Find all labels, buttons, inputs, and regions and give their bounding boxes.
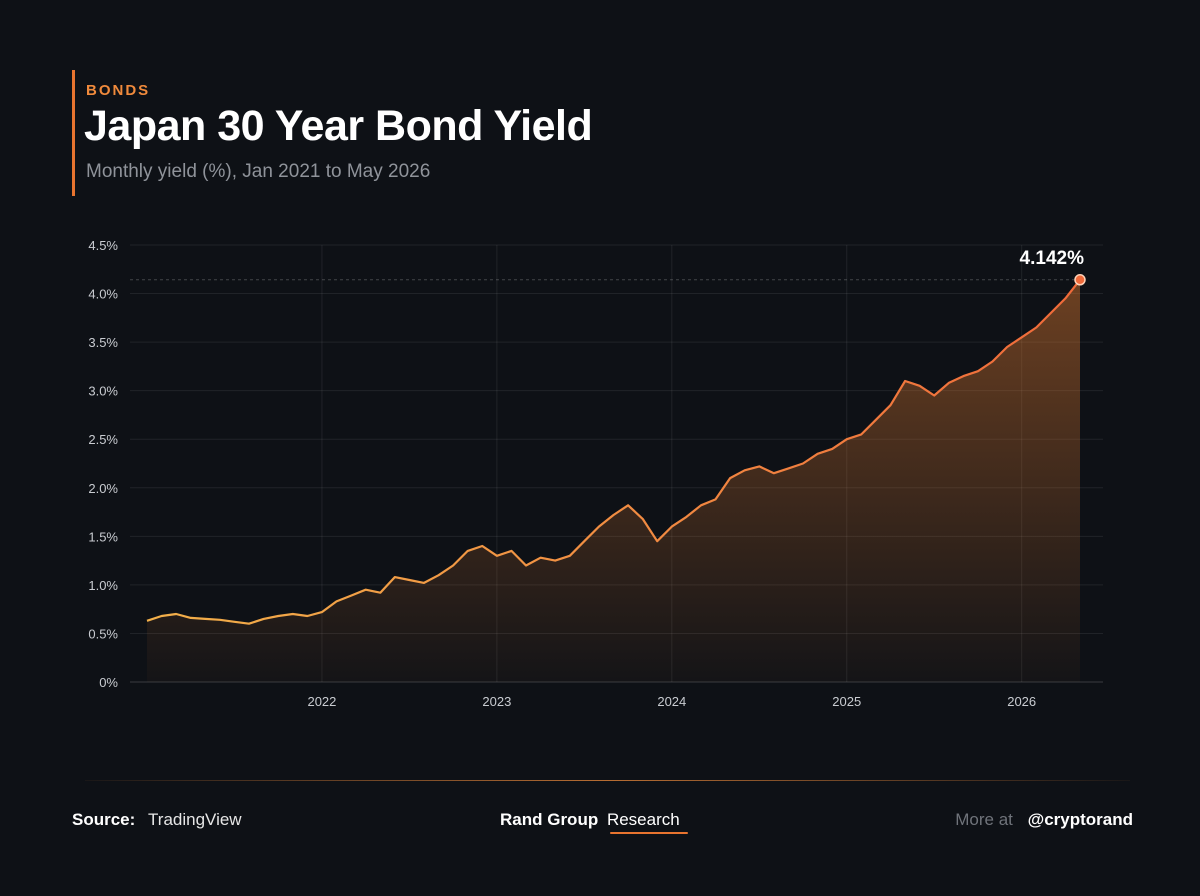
y-tick-label: 3.0% (88, 384, 118, 399)
more-label: More at (955, 810, 1013, 829)
brand-underline (610, 832, 688, 834)
y-tick-label: 0% (99, 675, 118, 690)
source-label: Source: (72, 810, 136, 829)
y-tick-label: 4.0% (88, 287, 118, 302)
source-credit: Source: TradingView (72, 810, 242, 830)
footer-divider (85, 780, 1130, 781)
y-tick-label: 1.0% (88, 578, 118, 593)
accent-bar (72, 70, 75, 196)
social-handle[interactable]: @cryptorand (1027, 810, 1133, 829)
chart-title: Japan 30 Year Bond Yield (84, 102, 593, 150)
yield-line (146, 279, 1081, 625)
brand-regular: Research (606, 810, 680, 829)
y-tick-label: 3.5% (88, 335, 118, 350)
x-tick-label: 2026 (1007, 694, 1036, 709)
brand-bold: Rand Group (500, 810, 599, 829)
chart-subtitle: Monthly yield (%), Jan 2021 to May 2026 (86, 161, 431, 182)
yield-area (147, 279, 1080, 682)
y-tick-label: 4.5% (88, 238, 118, 253)
y-tick-label: 2.0% (88, 481, 118, 496)
x-tick-label: 2022 (307, 694, 336, 709)
y-tick-label: 1.5% (88, 529, 118, 544)
more-link[interactable]: More at @cryptorand (955, 810, 1133, 830)
x-tick-label: 2025 (832, 694, 861, 709)
x-tick-label: 2023 (482, 694, 511, 709)
y-tick-label: 0.5% (88, 626, 118, 641)
last-point-marker (1074, 274, 1086, 286)
source-value: TradingView (148, 810, 242, 829)
x-tick-label: 2024 (657, 694, 686, 709)
brand-name: Rand Group Research (500, 810, 680, 830)
category-kicker: BONDS (86, 82, 151, 99)
y-tick-label: 2.5% (88, 432, 118, 447)
yield-chart: 0% 0.5% 1.0% 1.5% 2.0% 2.5% 3.0% 3.5% 4.0% 4.5% 20… (88, 238, 1103, 709)
last-value-label: 4.142% (1020, 248, 1085, 269)
